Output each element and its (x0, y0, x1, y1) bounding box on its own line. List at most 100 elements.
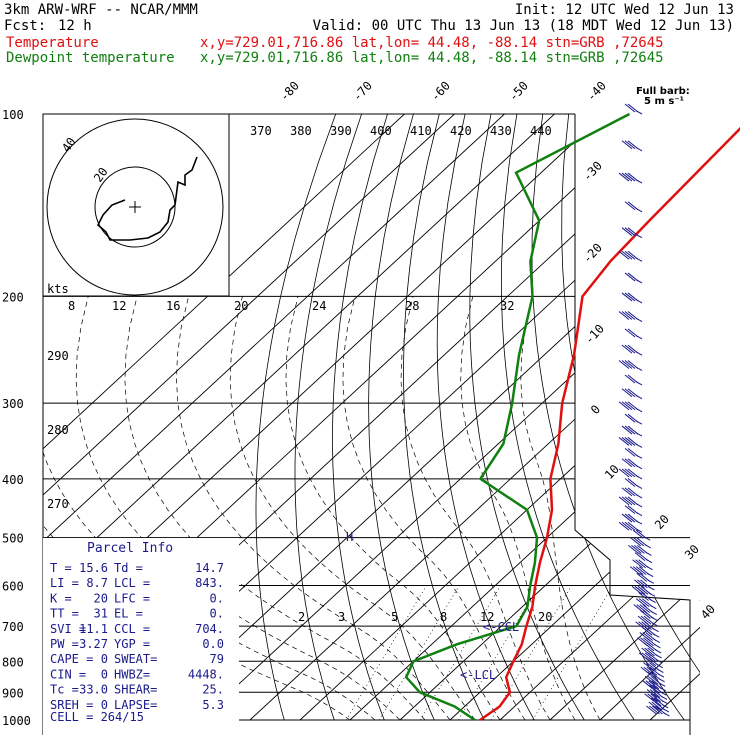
wind-barb-feather (649, 684, 660, 694)
theta-label: 430 (490, 124, 512, 138)
lcl-marker: <-LCL (460, 668, 496, 682)
wind-barb-feather (621, 227, 633, 237)
wind-barb-feather (635, 529, 647, 539)
parcel-row-label: CCL = (114, 622, 150, 636)
parcel-row-value: 11.1 (79, 622, 108, 636)
wind-barb-feather (649, 662, 660, 671)
wind-barb-feather (650, 697, 662, 707)
wind-barb-feather (643, 610, 654, 619)
wind-barb-feather (633, 537, 645, 547)
wind-barb-feather (621, 521, 633, 531)
wind-barb-feather (632, 559, 643, 569)
wind-barb-feather (652, 684, 663, 694)
wind-barb-feather (638, 598, 650, 608)
ccl-marker: <-CCL (483, 620, 519, 634)
parcel-info-box: Parcel Info T = 15.6 Td = 14.7 LI = 8.7 LCL = 8… (43, 538, 239, 735)
parcel-row-label: CAPE = (50, 652, 93, 666)
temperature-trace (479, 126, 740, 722)
wind-barb-feather (652, 689, 664, 698)
wind-barb-feather (624, 413, 636, 423)
wind-barb-feather (627, 388, 639, 398)
hodograph-trace (97, 156, 198, 241)
parcel-row-label: Td = (114, 561, 143, 575)
wind-barb-feather (621, 250, 633, 260)
wind-barb-feather (644, 652, 656, 662)
hodograph-ring-label: 20 (91, 165, 111, 185)
wind-barb-feather (646, 642, 658, 652)
wind-barb-feather (640, 610, 651, 619)
wind-barb-feather (624, 401, 636, 411)
wind-barb-feather (621, 311, 633, 320)
wind-barb-feather (642, 632, 654, 641)
theta-label: 410 (410, 124, 432, 138)
wind-barb-feather (627, 521, 639, 531)
wind-barb-feather (618, 172, 630, 182)
isotherm-line (43, 114, 405, 721)
barb-legend-title: Full barb: (636, 86, 690, 97)
wind-barb-feather (627, 374, 639, 384)
wind-barb-feather (634, 585, 646, 595)
mixing-ratio-label: 8 (68, 299, 75, 313)
wind-barb-feather (621, 388, 633, 398)
parcel-row-label: HWBZ= (114, 667, 150, 681)
isotherm-label: -30 (580, 159, 605, 184)
mixing-ratio-labels: 8 12 16 20 24 28 32 2 3 5 8 12 20 (68, 299, 552, 624)
wind-barb-feather (627, 172, 639, 182)
dewpoint-legend: Dewpoint temperature (6, 50, 175, 66)
wind-barb-feather (624, 201, 636, 211)
wind-barb-feather (645, 632, 657, 641)
dry-adiabat (671, 114, 700, 721)
mixing-ratio-label: 32 (500, 299, 514, 313)
wind-barb-feather (650, 675, 662, 685)
parcel-row-label: LFC = (114, 591, 150, 605)
wind-barb-feather (624, 172, 636, 182)
wind-barb-feather (632, 529, 644, 539)
isotherm-label: 40 (698, 602, 718, 622)
dry-adiabat (724, 114, 740, 720)
isotherm-line (43, 114, 555, 721)
fcst-value: 12 h (58, 18, 92, 34)
wind-barb-feather (637, 552, 649, 562)
dry-adiabat (255, 114, 337, 721)
temperature-legend: Temperature (6, 35, 99, 51)
moist-adiabat (460, 296, 576, 721)
parcel-row-value: 0 (101, 698, 108, 712)
parcel-row-value: 14.7 (195, 561, 224, 575)
wind-barb-feather (640, 666, 652, 676)
wind-barb-feather (624, 344, 636, 354)
wind-barb-feather (648, 701, 660, 711)
wind-barb-feather (624, 505, 636, 515)
parcel-row-value: 33.0 (79, 683, 108, 697)
dry-adiabat (618, 114, 700, 721)
wind-barb-feather (654, 701, 666, 711)
dry-adiabat (645, 114, 700, 721)
wind-barb-feather (627, 272, 639, 282)
hodograph-ring (94, 166, 176, 248)
wind-barb-feather (641, 592, 652, 601)
parcel-row-value: 0.0 (202, 637, 224, 651)
wind-barb-feather (646, 705, 657, 715)
wind-barb-feather (624, 272, 636, 282)
theta-label: 270 (47, 497, 69, 511)
dry-adiabat (368, 114, 435, 721)
dry-adiabat (500, 114, 635, 721)
wind-barb-feather (621, 513, 633, 523)
pressure-label: 1000 (2, 714, 31, 728)
wind-barb-feather (621, 140, 633, 150)
wind-barb-feather (621, 425, 633, 435)
mixing-ratio-label: 20 (234, 299, 248, 313)
wind-barb-feather (644, 647, 655, 657)
wind-barb-feather (618, 496, 630, 506)
parcel-cell: CELL = 264/15 (50, 710, 144, 724)
wind-barb-feather (621, 468, 633, 478)
model-title: 3km ARW-WRF -- NCAR/MMM (4, 2, 198, 18)
wind-barb-feather (631, 585, 643, 595)
level-mark: H (346, 530, 353, 544)
moist-adiabat (285, 296, 501, 721)
wind-barb-feather (646, 689, 658, 698)
hodograph-units: kts (47, 282, 69, 296)
wind-barb-feather (624, 425, 636, 435)
isotherm-label: -80 (277, 79, 302, 104)
theta-label: 390 (330, 124, 352, 138)
